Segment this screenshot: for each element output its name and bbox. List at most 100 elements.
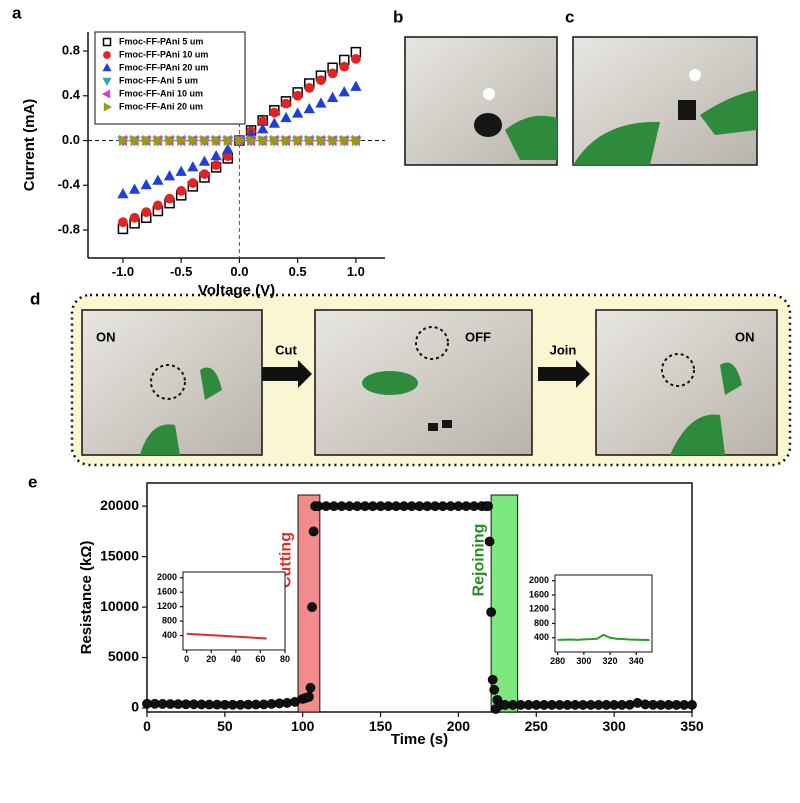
x-tick-label: 300 [576, 656, 591, 666]
x-tick-label: 100 [291, 718, 315, 734]
y-tick-label: -0.8 [58, 221, 80, 236]
x-tick-label: 60 [255, 654, 265, 664]
marker [257, 123, 269, 134]
marker [177, 134, 188, 147]
data-line [186, 632, 267, 640]
marker [486, 607, 497, 618]
panel-label: c [565, 7, 574, 26]
photo-d1 [81, 309, 263, 456]
x-tick-label: 300 [602, 718, 626, 734]
marker [176, 185, 187, 196]
x-tick-label: 0 [143, 718, 151, 734]
x-tick-label: 340 [629, 656, 644, 666]
y-tick-label: 1600 [529, 589, 549, 599]
marker [235, 134, 246, 147]
x-tick-label: 80 [280, 654, 290, 664]
y-axis-label: Current (mA) [21, 99, 38, 192]
x-tick-label: 20 [206, 654, 216, 664]
marker [281, 98, 291, 109]
y-tick-label: 1200 [157, 601, 177, 611]
arrow [262, 360, 312, 388]
arrow [538, 360, 590, 388]
y-tick-label: 15000 [100, 547, 139, 563]
x-tick-label: -1.0 [112, 264, 134, 279]
x-tick-label: 200 [447, 718, 471, 734]
plot-frame [182, 571, 286, 651]
marker [198, 155, 211, 166]
marker [102, 62, 112, 72]
marker [129, 212, 140, 223]
marker [268, 117, 280, 128]
marker [315, 97, 327, 108]
legend-label: Fmoc-FF-Ani 20 um [119, 101, 203, 111]
marker [316, 75, 326, 86]
marker [187, 161, 199, 172]
marker [140, 179, 152, 190]
marker [316, 134, 328, 147]
y-tick-label: 0 [131, 699, 139, 715]
marker [328, 134, 339, 147]
marker [340, 134, 351, 147]
y-tick-label: 2000 [157, 572, 177, 582]
y-tick-label: 20000 [100, 497, 139, 513]
panel-label: e [28, 472, 37, 491]
marker [102, 77, 112, 87]
marker [307, 602, 317, 612]
y-tick-label: 1600 [157, 587, 177, 597]
x-tick-label: 1.0 [347, 264, 365, 279]
marker [305, 134, 316, 147]
x-tick-label: 320 [603, 656, 618, 666]
marker [292, 90, 303, 101]
x-tick-label: 40 [231, 654, 241, 664]
marker [163, 170, 176, 181]
photo-c [572, 36, 758, 166]
x-tick-label: 250 [525, 718, 549, 734]
y-tick-label: 400 [534, 632, 549, 642]
marker [103, 51, 111, 59]
y-tick-label: -0.4 [58, 177, 81, 192]
marker [210, 149, 222, 161]
panel-label: a [12, 3, 22, 22]
marker [350, 53, 361, 64]
x-tick-label: 150 [369, 718, 393, 734]
marker [165, 134, 176, 147]
marker [487, 674, 498, 685]
y-tick-label: 800 [534, 618, 549, 628]
data-line [557, 633, 650, 642]
marker [489, 684, 500, 695]
marker [102, 37, 112, 47]
x-tick-label: 0 [184, 654, 189, 664]
marker [687, 700, 697, 710]
arrow-label: Join [550, 342, 577, 357]
marker [187, 178, 198, 188]
y-axis-label: Resistance (kΩ) [78, 541, 95, 655]
panel-label: b [393, 7, 403, 26]
arrow-label: Cut [275, 342, 297, 357]
y-tick-label: 0.4 [62, 87, 81, 102]
y-tick-label: 5000 [108, 648, 139, 664]
marker [258, 134, 269, 147]
x-tick-label: 50 [217, 718, 233, 734]
marker [304, 83, 315, 93]
y-tick-label: 10000 [100, 598, 139, 614]
marker [164, 193, 175, 204]
marker [118, 134, 130, 147]
x-axis-label: Time (s) [391, 731, 448, 748]
marker [212, 134, 223, 147]
photo-d2 [314, 309, 533, 456]
marker [142, 134, 153, 147]
marker [200, 134, 211, 147]
marker [339, 61, 350, 72]
marker [338, 86, 350, 97]
x-tick-label: 280 [550, 656, 565, 666]
marker [484, 536, 495, 547]
x-axis-label: Voltage (V) [198, 282, 275, 299]
x-tick-label: 0.0 [230, 264, 248, 279]
marker [175, 165, 187, 176]
marker [280, 111, 292, 123]
photo-label: OFF [465, 329, 491, 344]
marker [223, 134, 234, 147]
marker [303, 102, 315, 114]
